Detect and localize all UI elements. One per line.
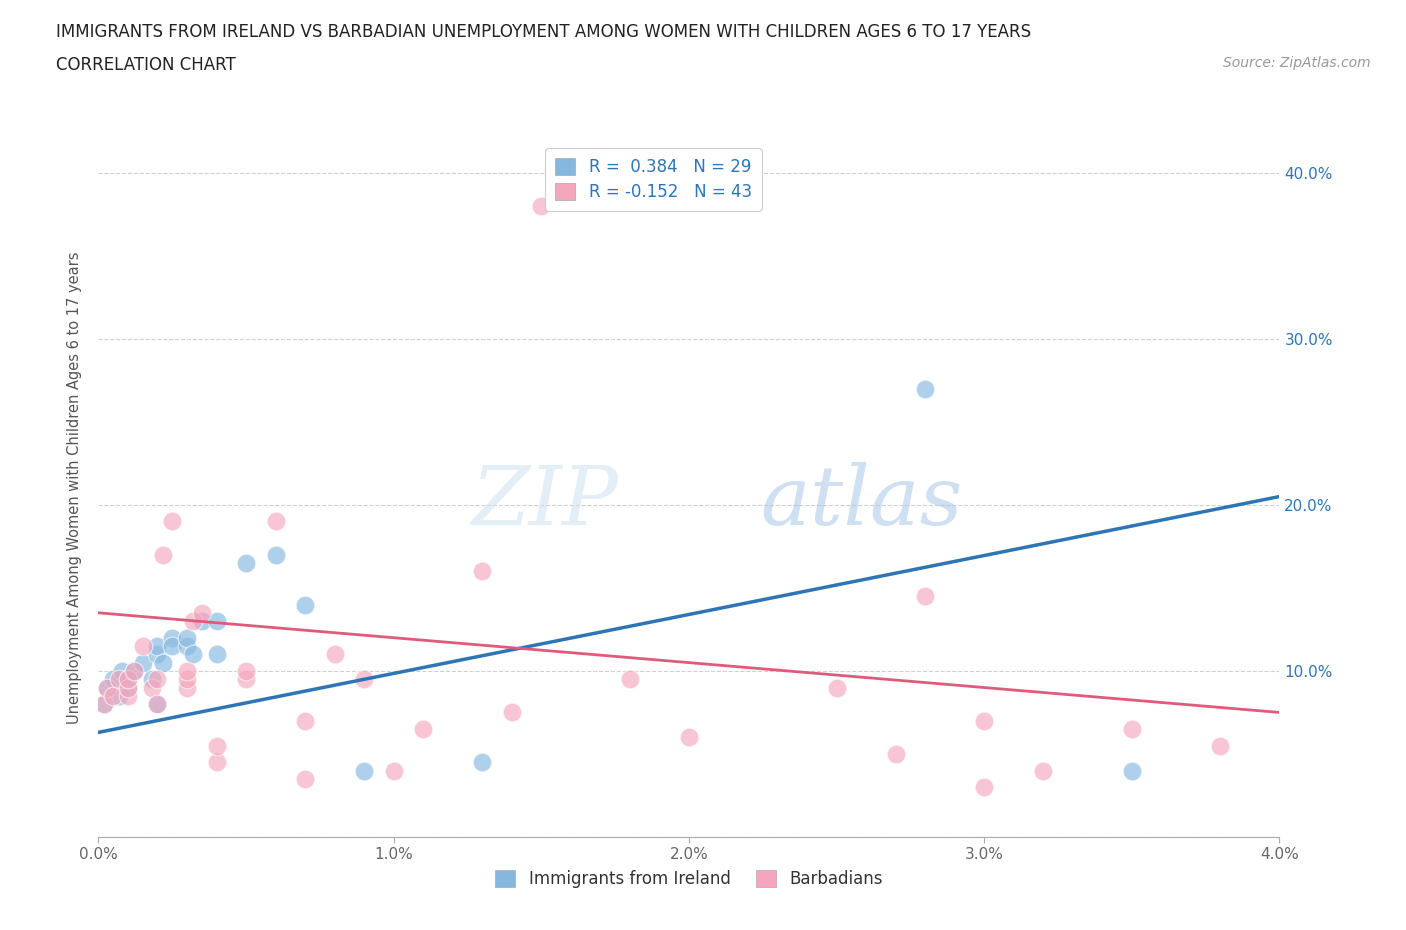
Point	[93, 697, 115, 711]
Point	[117, 680, 139, 695]
Point	[117, 680, 139, 695]
Text: ZIP: ZIP	[471, 462, 619, 542]
Point	[235, 671, 257, 686]
Point	[294, 713, 316, 728]
Point	[176, 639, 198, 654]
Text: atlas: atlas	[759, 462, 962, 542]
Point	[205, 614, 228, 629]
Point	[205, 755, 228, 770]
Point	[146, 697, 169, 711]
Point	[914, 589, 936, 604]
Point	[471, 755, 494, 770]
Point	[884, 747, 907, 762]
Text: IMMIGRANTS FROM IRELAND VS BARBADIAN UNEMPLOYMENT AMONG WOMEN WITH CHILDREN AGES: IMMIGRANTS FROM IRELAND VS BARBADIAN UNE…	[56, 23, 1032, 41]
Point	[412, 722, 434, 737]
Point	[176, 671, 198, 686]
Point	[146, 697, 169, 711]
Point	[108, 671, 131, 686]
Point	[162, 639, 183, 654]
Point	[96, 680, 118, 695]
Point	[235, 555, 257, 570]
Point	[825, 680, 848, 695]
Point	[152, 656, 174, 671]
Point	[117, 688, 139, 703]
Point	[973, 713, 995, 728]
Point	[294, 597, 316, 612]
Point	[103, 688, 125, 703]
Point	[1032, 764, 1054, 778]
Point	[122, 663, 145, 678]
Point	[264, 547, 287, 562]
Point	[181, 614, 204, 629]
Point	[108, 688, 131, 703]
Point	[353, 764, 375, 778]
Point	[1121, 764, 1143, 778]
Point	[141, 680, 163, 695]
Point	[162, 514, 183, 529]
Y-axis label: Unemployment Among Women with Children Ages 6 to 17 years: Unemployment Among Women with Children A…	[67, 252, 83, 724]
Point	[530, 198, 553, 213]
Point	[294, 772, 316, 787]
Point	[973, 779, 995, 794]
Point	[191, 614, 214, 629]
Legend: Immigrants from Ireland, Barbadians: Immigrants from Ireland, Barbadians	[485, 860, 893, 898]
Point	[205, 647, 228, 662]
Point	[205, 738, 228, 753]
Point	[132, 639, 155, 654]
Point	[235, 663, 257, 678]
Point	[323, 647, 346, 662]
Point	[678, 730, 700, 745]
Point	[619, 671, 641, 686]
Point	[117, 671, 139, 686]
Point	[501, 705, 523, 720]
Point	[353, 671, 375, 686]
Text: Source: ZipAtlas.com: Source: ZipAtlas.com	[1223, 56, 1371, 70]
Point	[146, 671, 169, 686]
Point	[96, 680, 118, 695]
Point	[914, 381, 936, 396]
Point	[1209, 738, 1232, 753]
Point	[132, 656, 155, 671]
Point	[152, 547, 174, 562]
Point	[191, 605, 214, 620]
Point	[117, 671, 139, 686]
Point	[103, 671, 125, 686]
Point	[162, 631, 183, 645]
Point	[176, 680, 198, 695]
Point	[1121, 722, 1143, 737]
Point	[176, 663, 198, 678]
Point	[111, 663, 134, 678]
Text: CORRELATION CHART: CORRELATION CHART	[56, 56, 236, 73]
Point	[146, 639, 169, 654]
Point	[93, 697, 115, 711]
Point	[382, 764, 405, 778]
Point	[176, 631, 198, 645]
Point	[141, 671, 163, 686]
Point	[122, 663, 145, 678]
Point	[264, 514, 287, 529]
Point	[471, 564, 494, 578]
Point	[146, 647, 169, 662]
Point	[181, 647, 204, 662]
